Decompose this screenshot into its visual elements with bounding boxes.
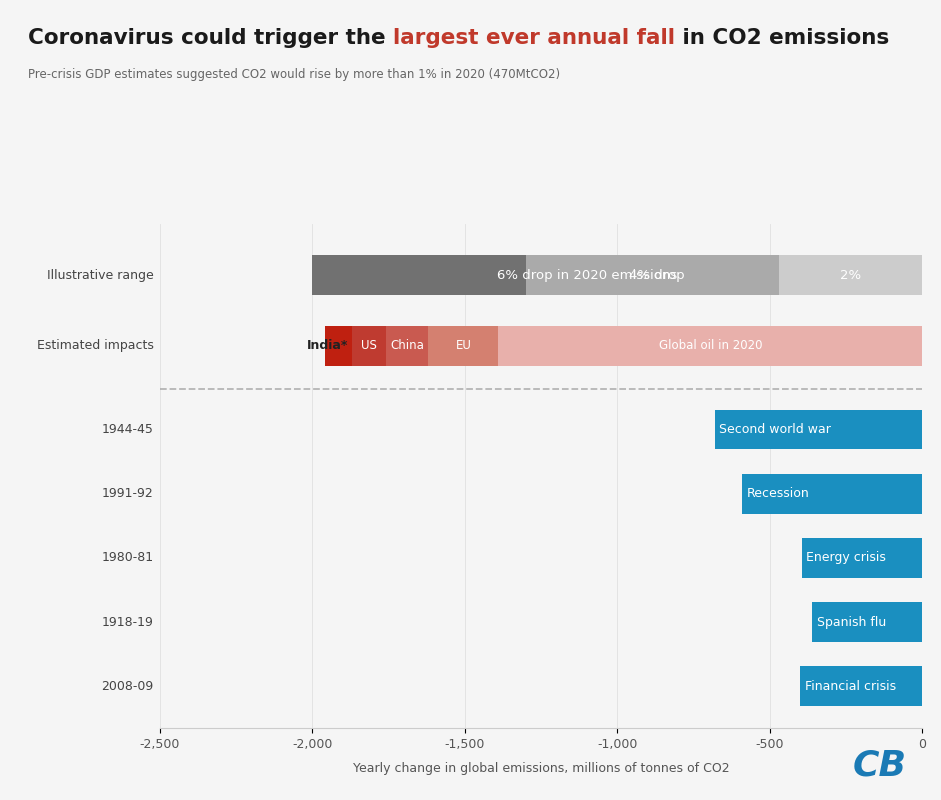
Text: 1980-81: 1980-81 xyxy=(102,551,154,564)
Bar xyxy=(802,538,922,578)
Text: 2%: 2% xyxy=(840,269,861,282)
Text: Global oil in 2020: Global oil in 2020 xyxy=(659,339,762,353)
Text: 1944-45: 1944-45 xyxy=(102,423,154,436)
Text: 6% drop in 2020 emissions: 6% drop in 2020 emissions xyxy=(497,269,677,282)
Bar xyxy=(779,255,922,295)
Bar xyxy=(386,326,428,366)
Text: 4% drop: 4% drop xyxy=(630,269,685,282)
Bar xyxy=(715,410,922,450)
Text: CB: CB xyxy=(853,749,907,782)
Text: Illustrative range: Illustrative range xyxy=(47,269,154,282)
Text: US: US xyxy=(361,339,376,353)
Text: Financial crisis: Financial crisis xyxy=(805,680,896,693)
Text: Pre-crisis GDP estimates suggested CO2 would rise by more than 1% in 2020 (470Mt: Pre-crisis GDP estimates suggested CO2 w… xyxy=(28,68,560,81)
Bar xyxy=(352,326,386,366)
Text: 1918-19: 1918-19 xyxy=(102,615,154,629)
Text: Recession: Recession xyxy=(747,487,809,500)
Bar xyxy=(742,474,922,514)
Bar xyxy=(812,602,922,642)
Text: Coronavirus could trigger the: Coronavirus could trigger the xyxy=(28,28,393,48)
Bar xyxy=(499,326,922,366)
Text: Second world war: Second world war xyxy=(720,423,831,436)
Text: India*: India* xyxy=(307,339,348,353)
Text: Spanish flu: Spanish flu xyxy=(817,615,886,629)
Text: EU: EU xyxy=(455,339,471,353)
Text: in CO2 emissions: in CO2 emissions xyxy=(676,28,889,48)
Text: largest ever annual fall: largest ever annual fall xyxy=(393,28,676,48)
Text: 2008-09: 2008-09 xyxy=(102,680,154,693)
Text: 1991-92: 1991-92 xyxy=(103,487,154,500)
Bar xyxy=(312,255,922,295)
Text: China: China xyxy=(390,339,423,353)
Text: Energy crisis: Energy crisis xyxy=(806,551,886,564)
Text: Estimated impacts: Estimated impacts xyxy=(37,339,154,353)
Bar xyxy=(325,326,352,366)
Bar xyxy=(800,666,922,706)
Bar xyxy=(526,255,922,295)
X-axis label: Yearly change in global emissions, millions of tonnes of CO2: Yearly change in global emissions, milli… xyxy=(353,762,729,775)
Bar xyxy=(428,326,499,366)
